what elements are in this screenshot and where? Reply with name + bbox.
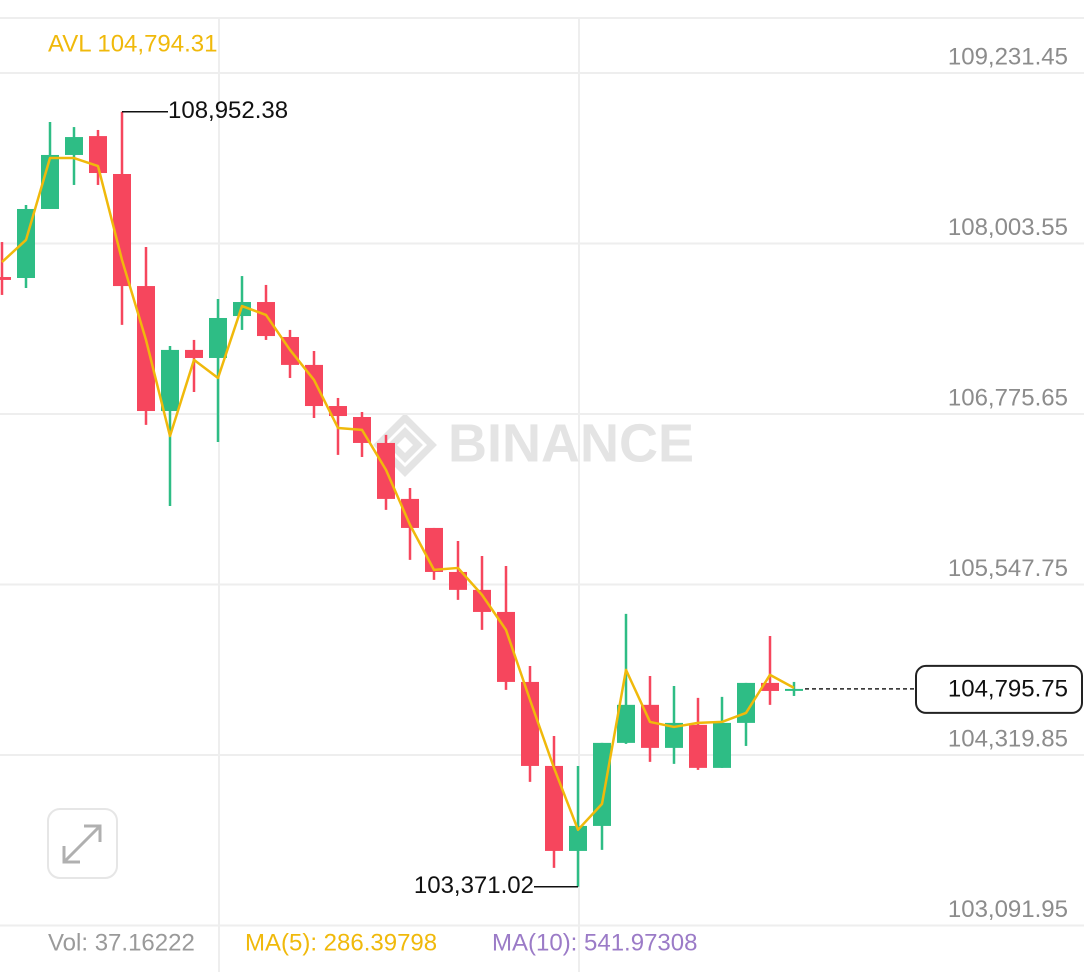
candle-body xyxy=(41,154,59,209)
candle-body xyxy=(641,704,659,748)
candle-body xyxy=(569,825,587,851)
candle-body xyxy=(449,571,467,590)
average-line xyxy=(1,156,795,832)
candle-body xyxy=(161,349,179,412)
candle-body xyxy=(473,589,491,612)
watermark: BINANCE xyxy=(448,413,694,473)
candle-body xyxy=(401,498,419,528)
candle-body xyxy=(257,302,275,337)
candle-body xyxy=(689,724,707,768)
expand-icon[interactable] xyxy=(62,824,102,864)
candle-body xyxy=(785,688,803,691)
y-tick-label: 104,319.85 xyxy=(948,725,1068,752)
indicator-label: MA(10): 541.97308 xyxy=(492,929,697,956)
low-annotation: 103,371.02 xyxy=(414,872,534,899)
candle-body xyxy=(185,349,203,358)
y-tick-label: 106,775.65 xyxy=(948,384,1068,411)
candle-body xyxy=(761,682,779,691)
candle-body xyxy=(497,611,515,682)
candle-body xyxy=(665,722,683,748)
y-tick-label: 108,003.55 xyxy=(948,214,1068,241)
candle-body xyxy=(65,137,83,155)
avl-label: AVL 104,794.31 xyxy=(48,30,217,57)
candle-body xyxy=(209,317,227,358)
indicator-label: MA(5): 286.39798 xyxy=(245,929,437,956)
candle-body xyxy=(617,704,635,743)
candle-body xyxy=(137,286,155,412)
candle-body xyxy=(737,682,755,723)
expand-button[interactable] xyxy=(47,808,118,879)
y-tick-label: 103,091.95 xyxy=(948,896,1068,923)
candle-body xyxy=(713,722,731,768)
candle-body xyxy=(593,742,611,826)
y-tick-label: 109,231.45 xyxy=(948,43,1068,70)
candle-body xyxy=(545,765,563,851)
last-price-box xyxy=(915,664,1083,714)
candle-body xyxy=(329,406,347,417)
indicator-label: Vol: 37.16222 xyxy=(48,929,195,956)
last-price-label: 104,795.75 xyxy=(948,675,1068,702)
high-annotation: 108,952.38 xyxy=(168,97,288,124)
candle-body xyxy=(0,277,11,280)
y-tick-label: 105,547.75 xyxy=(948,555,1068,582)
candle-body xyxy=(521,681,539,766)
candle-body xyxy=(425,527,443,572)
candle-body xyxy=(113,173,131,287)
